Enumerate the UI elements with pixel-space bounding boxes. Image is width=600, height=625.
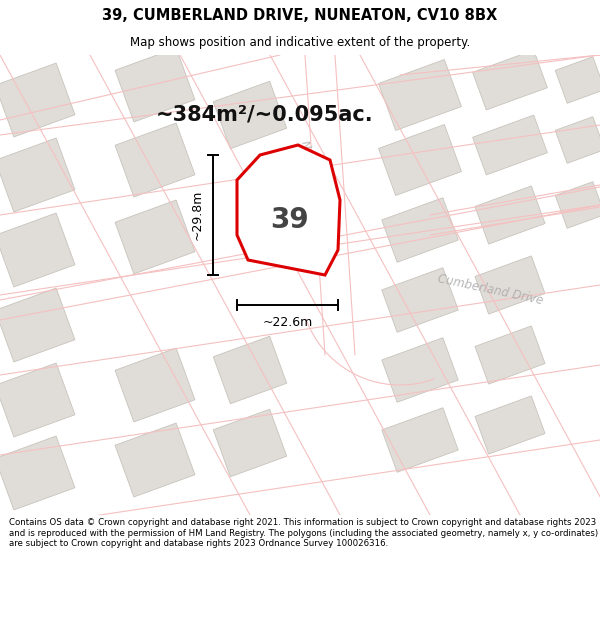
- Text: ~384m²/~0.095ac.: ~384m²/~0.095ac.: [156, 105, 374, 125]
- Polygon shape: [0, 288, 75, 362]
- Text: Map shows position and indicative extent of the property.: Map shows position and indicative extent…: [130, 36, 470, 49]
- Polygon shape: [473, 50, 547, 110]
- Polygon shape: [115, 48, 195, 122]
- Polygon shape: [475, 396, 545, 454]
- Polygon shape: [115, 200, 195, 274]
- Polygon shape: [213, 409, 287, 477]
- Polygon shape: [115, 348, 195, 422]
- Polygon shape: [379, 59, 461, 131]
- Polygon shape: [213, 336, 287, 404]
- Polygon shape: [115, 123, 195, 197]
- Polygon shape: [115, 423, 195, 497]
- Polygon shape: [555, 57, 600, 103]
- Text: 39: 39: [271, 206, 310, 234]
- Polygon shape: [0, 138, 75, 212]
- Polygon shape: [379, 124, 461, 196]
- Polygon shape: [382, 408, 458, 472]
- Text: Cumberland Drive: Cumberland Drive: [436, 272, 544, 308]
- Polygon shape: [475, 326, 545, 384]
- Polygon shape: [0, 75, 600, 135]
- Polygon shape: [0, 436, 75, 510]
- Polygon shape: [213, 81, 287, 149]
- Polygon shape: [0, 185, 600, 265]
- Text: ~22.6m: ~22.6m: [262, 316, 313, 329]
- Polygon shape: [300, 55, 370, 315]
- Text: Norfolk Crescent: Norfolk Crescent: [299, 139, 341, 231]
- Polygon shape: [555, 117, 600, 163]
- Text: ~29.8m: ~29.8m: [191, 190, 203, 240]
- Polygon shape: [475, 256, 545, 314]
- Polygon shape: [237, 145, 340, 275]
- Polygon shape: [0, 363, 75, 437]
- Polygon shape: [382, 268, 458, 332]
- Polygon shape: [555, 182, 600, 228]
- Polygon shape: [0, 213, 75, 287]
- Polygon shape: [0, 63, 75, 137]
- Polygon shape: [382, 338, 458, 402]
- Polygon shape: [80, 55, 120, 515]
- Polygon shape: [475, 186, 545, 244]
- Polygon shape: [473, 115, 547, 175]
- Polygon shape: [80, 185, 600, 335]
- Polygon shape: [382, 198, 458, 262]
- Text: 39, CUMBERLAND DRIVE, NUNEATON, CV10 8BX: 39, CUMBERLAND DRIVE, NUNEATON, CV10 8BX: [103, 8, 497, 23]
- Text: Contains OS data © Crown copyright and database right 2021. This information is : Contains OS data © Crown copyright and d…: [9, 518, 598, 548]
